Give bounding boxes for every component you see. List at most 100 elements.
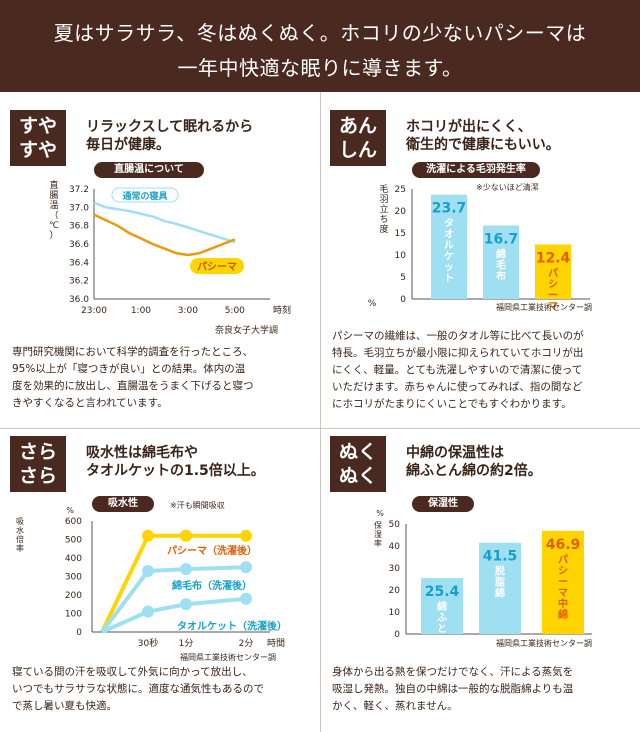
panel-description: 身体から出る熱を保つだけでなく、汗による蒸気を 吸湿し発熱。独自の中綿は一般的な… — [332, 664, 573, 715]
y-tick-label: 36.0 — [69, 295, 89, 305]
badge-line-1: さら — [18, 441, 57, 463]
para-line: いつでもサラサラな状態に。適度な通気性もあるので — [12, 683, 264, 695]
source-note: 福岡県工業技術センター調 — [496, 302, 592, 312]
x-tick-label: 3:00 — [178, 306, 198, 316]
series-line-1 — [100, 533, 246, 633]
source-note: 奈良女子大学調 — [215, 324, 278, 336]
para-line: 寝ている間の汗を吸収して外気に向かって放出し、 — [12, 666, 253, 678]
panel-heading: ホコリが出にくく、 衛生的で健康にもいい。 — [406, 118, 560, 154]
para-line: 専門研究機関において科学的調査を行ったところ、 — [12, 346, 254, 358]
series-line-1 — [93, 201, 236, 244]
chart-pill-label: 保湿性 — [412, 496, 474, 512]
y-tick-label: 36.2 — [69, 277, 89, 287]
panel-heading: 中綿の保温性は 綿ふとん綿の約2倍。 — [406, 444, 542, 480]
para-line: 吸湿し発熱。独自の中綿は一般的な脱脂綿よりも温 — [332, 683, 574, 695]
source-note: 福岡県工業技術センター調 — [496, 638, 592, 648]
bar-2 — [483, 225, 519, 299]
x-axis-label: 時刻 — [273, 304, 291, 316]
vertical-divider — [320, 92, 321, 732]
panel-description: 寝ている間の汗を吸収して外気に向かって放出し、 いつでもサラサラな状態に。適度な… — [12, 664, 264, 715]
absorbency-line-chart: 600 500 400 300 200 100 0% 吸水倍率 30秒 1分 2分 時間 パシーマ（洗濯… — [16, 506, 287, 662]
series-line-2 — [93, 213, 236, 257]
y-tick-label: 0 — [400, 295, 406, 305]
badge-line-2: さら — [18, 465, 57, 487]
bar-1 — [421, 578, 463, 634]
bar-value-label: 46.9 — [546, 537, 581, 553]
chart-pill-label: 洗濯による毛羽発生率 — [412, 162, 540, 178]
unit-label: % — [376, 509, 384, 518]
banner-line-1: 夏はサラサラ、冬はぬくぬく。ホコリの少ないパシーマは — [53, 21, 587, 45]
y-tick-label: 0 — [76, 628, 82, 638]
para-line: 95%以上が「寝つきが良い」との結果。体内の温 — [12, 363, 246, 375]
y-tick-label: 15 — [395, 229, 406, 239]
series-point — [240, 561, 252, 574]
heading-line-1: 吸水性は綿毛布や — [86, 445, 198, 461]
y-tick-label: 200 — [65, 591, 82, 601]
para-line: いただけます。赤ちゃんに使ってみれば、指の間など — [332, 381, 583, 393]
y-tick-label: 37.0 — [69, 203, 89, 213]
series-label-pashima: パシーマ — [197, 261, 237, 273]
bar-value-label: 23.7 — [432, 201, 467, 217]
y-tick-label: 600 — [65, 517, 82, 527]
x-tick-label: 1:00 — [131, 306, 151, 316]
y-tick-label: 30 — [389, 564, 401, 574]
panel-heading: リラックスして眠れるから 毎日が健康。 — [86, 118, 253, 154]
panel-nukunuku: ぬく ぬく 中綿の保温性は 綿ふとん綿の約2倍。 保湿性 50 40 30 20 10 0… — [320, 428, 640, 732]
y-tick-label: 400 — [65, 554, 82, 564]
y-tick-label: 20 — [389, 586, 401, 596]
y-tick-label: 36.8 — [69, 222, 89, 232]
y-tick-label: 5 — [400, 273, 406, 283]
badge-line-1: ぬく — [338, 441, 377, 463]
y-tick-label: 50 — [389, 520, 401, 530]
badge-nukunuku: ぬく ぬく — [330, 436, 386, 492]
bar-value-label: 25.4 — [425, 584, 460, 600]
bar-category-label: 綿毛布 — [496, 248, 506, 283]
para-line: 度を効果的に放出し、直腸温をうまく下げると寝つ — [12, 380, 254, 392]
series-label-bg — [190, 258, 244, 274]
series-point — [180, 529, 192, 542]
y-tick-label: 0 — [394, 630, 400, 640]
y-axis-label: 保湿率 — [374, 520, 382, 548]
badge-line-1: すや — [18, 115, 57, 137]
panel-sarasara: さら さら 吸水性は綿毛布や タオルケットの1.5倍以上。 吸水性 ※汗も瞬間吸… — [0, 428, 320, 732]
y-tick-label: 500 — [65, 536, 82, 546]
badge-suyasuya: すや すや — [10, 110, 66, 166]
banner-line-2: 一年中快適な眠りに導きます。 — [177, 56, 463, 80]
heading-line-1: ホコリが出にくく、 — [406, 119, 532, 135]
para-line: にホコリがたまりにくいことでもすぐわかります。 — [332, 398, 572, 410]
y-axis-label: 毛羽立ち度 — [379, 183, 388, 235]
series-point — [180, 563, 192, 576]
bar-1 — [431, 194, 467, 299]
bar-value-label: 41.5 — [483, 549, 518, 565]
bar-category-label: 脱脂綿 — [494, 565, 505, 600]
y-tick-label: 36.6 — [69, 240, 89, 250]
heading-line-1: 中綿の保温性は — [406, 445, 504, 461]
panel-anshin: あん しん ホコリが出にくく、 衛生的で健康にもいい。 洗濯による毛羽発生率 ※… — [320, 92, 640, 428]
bar-value-label: 16.7 — [484, 232, 519, 248]
heading-line-2: 毎日が健康。 — [86, 137, 170, 153]
panel-suyasuya: すや すや リラックスして眠れるから 毎日が健康。 直腸温について 37.2 37… — [0, 92, 320, 428]
para-line: かく、軽く、蒸れません。 — [332, 700, 458, 712]
series-point — [240, 529, 252, 542]
x-tick-label: 30秒 — [138, 637, 158, 649]
badge-line-2: しん — [338, 139, 377, 161]
bar-3 — [542, 530, 584, 634]
x-tick-label: 1分 — [179, 638, 194, 649]
panel-description: パシーマの繊維は、一般のタオル等に比べて長いのが 特長。毛羽立ちが最小限に抑えら… — [332, 328, 584, 413]
series-point — [142, 564, 154, 577]
para-line: にくく、軽量。とても洗濯しやすいので清潔に使って — [332, 364, 583, 376]
heading-line-2: 綿ふとん綿の約2倍。 — [406, 463, 542, 479]
unit-label: % — [368, 299, 377, 309]
y-axis-label: 吸水倍率 — [16, 517, 24, 553]
y-tick-label: 20 — [395, 207, 407, 217]
y-tick-label: 300 — [65, 573, 82, 583]
series-point — [180, 598, 192, 611]
badge-line-2: ぬく — [338, 465, 377, 487]
x-axis-label: 時間 — [267, 638, 285, 649]
bar-2 — [479, 542, 521, 634]
series-point — [240, 592, 252, 605]
source-note: 福岡県工業技術センター調 — [180, 652, 276, 662]
temperature-line-chart: 37.2 37.0 36.8 36.6 36.4 36.2 36.023:00 1:00 3:0… — [49, 179, 291, 336]
bar-value-label: 12.4 — [536, 250, 571, 266]
